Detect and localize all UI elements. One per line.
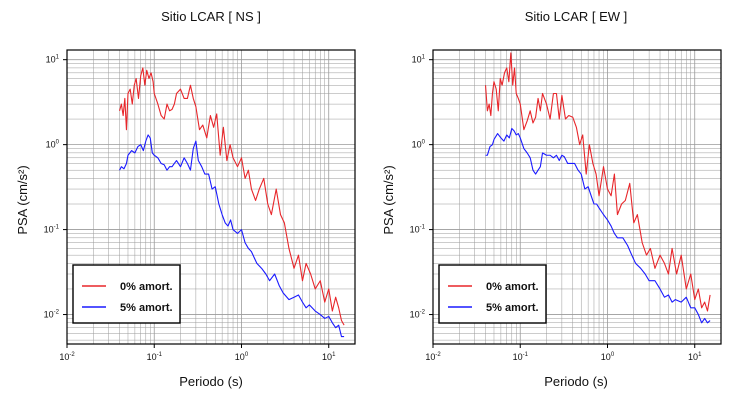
series-line-blue <box>485 127 711 324</box>
y-tick-label: 101 <box>412 55 426 65</box>
legend-label: 5% amort. <box>486 302 539 314</box>
y-tick-label: 10-2 <box>410 310 426 320</box>
x-axis-label: Periodo (s) <box>179 374 243 389</box>
legend-label: 0% amort. <box>486 281 539 293</box>
x-tick-label: 10-1 <box>147 352 163 362</box>
series-line-red <box>118 67 345 326</box>
x-tick-label: 10-2 <box>59 352 75 362</box>
legend-label: 0% amort. <box>120 281 173 293</box>
series-line-red <box>484 52 711 312</box>
legend-box <box>72 264 181 324</box>
y-tick-label: 10-2 <box>44 310 60 320</box>
legend: 0% amort. 5% amort. <box>438 264 547 324</box>
x-tick-label: 101 <box>688 352 702 362</box>
x-tick-label: 101 <box>322 352 336 362</box>
chart-panel-ew: Sitio LCAR [ EW ] Periodo (s) PSA (cm/s²… <box>381 9 722 389</box>
x-tick-label: 10-1 <box>513 352 529 362</box>
chart-title: Sitio LCAR [ NS ] <box>161 9 261 24</box>
legend-box <box>438 264 547 324</box>
y-tick-label: 10-1 <box>410 225 426 235</box>
x-tick-label: 100 <box>601 352 615 362</box>
y-tick-label: 100 <box>412 140 426 150</box>
plot-frame <box>66 49 356 345</box>
chart-panel-ns: Sitio LCAR [ NS ] Periodo (s) PSA (cm/s²… <box>15 9 356 389</box>
chart-title: Sitio LCAR [ EW ] <box>525 9 628 24</box>
y-tick-label: 10-1 <box>44 225 60 235</box>
y-axis-label: PSA (cm/s²) <box>15 165 30 234</box>
x-tick-label: 100 <box>235 352 249 362</box>
x-axis-label: Periodo (s) <box>544 374 608 389</box>
plot-frame <box>432 49 722 345</box>
x-tick-label: 10-2 <box>425 352 441 362</box>
legend-label: 5% amort. <box>120 302 173 314</box>
y-tick-label: 100 <box>46 140 60 150</box>
series-line-blue <box>119 134 345 338</box>
y-tick-label: 101 <box>46 55 60 65</box>
y-axis-label: PSA (cm/s²) <box>381 165 396 234</box>
legend: 0% amort. 5% amort. <box>72 264 181 324</box>
